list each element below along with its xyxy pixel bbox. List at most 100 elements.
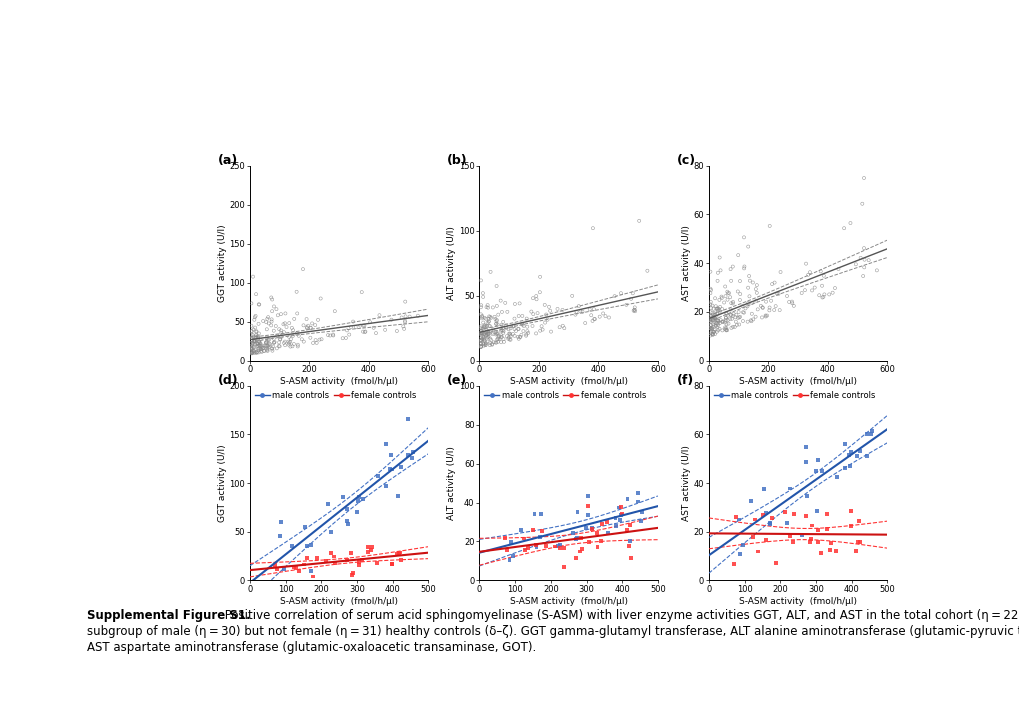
Point <box>504 328 521 340</box>
Point <box>381 463 397 474</box>
Point <box>246 342 262 353</box>
Point <box>600 311 616 323</box>
Point <box>528 291 544 302</box>
Point <box>707 320 723 332</box>
Point <box>472 301 488 313</box>
Point <box>480 325 496 337</box>
Point <box>252 337 268 349</box>
Point <box>744 277 760 288</box>
Point <box>711 306 728 317</box>
Point <box>477 313 493 324</box>
Point <box>245 348 261 359</box>
Point <box>829 263 846 275</box>
Point <box>744 314 760 325</box>
Point <box>246 345 262 357</box>
Point <box>383 464 399 475</box>
Point <box>711 301 728 313</box>
Point <box>507 325 524 337</box>
Point <box>299 552 315 564</box>
Point <box>717 312 734 324</box>
Point <box>742 495 758 507</box>
Point <box>262 339 278 350</box>
Point <box>725 296 741 308</box>
Point <box>250 331 266 342</box>
Point <box>749 304 765 315</box>
Point <box>255 342 271 353</box>
Point <box>347 322 364 333</box>
Point <box>731 514 747 526</box>
Point <box>494 322 511 334</box>
Point <box>766 301 783 312</box>
Point <box>269 563 285 575</box>
Point <box>282 333 299 345</box>
Point <box>564 290 580 301</box>
Point <box>525 309 541 320</box>
Point <box>495 333 512 345</box>
Point <box>610 502 627 513</box>
Point <box>271 337 287 348</box>
Point <box>809 454 825 466</box>
Point <box>572 546 588 557</box>
Y-axis label: ALT activity (U/l): ALT activity (U/l) <box>446 446 455 520</box>
Point <box>248 331 264 342</box>
Point <box>253 334 269 345</box>
Point <box>474 333 490 345</box>
Point <box>342 322 359 333</box>
Point <box>260 340 276 351</box>
Point <box>488 280 504 292</box>
Point <box>717 318 734 329</box>
Point <box>357 326 373 337</box>
Point <box>592 536 608 547</box>
Point <box>283 540 300 552</box>
Point <box>534 526 550 537</box>
Point <box>476 329 492 340</box>
Point <box>580 510 596 521</box>
Point <box>478 301 494 313</box>
X-axis label: S-ASM activity  (fmol/h/µl): S-ASM activity (fmol/h/µl) <box>510 377 627 386</box>
Point <box>255 340 271 351</box>
Point <box>488 300 504 311</box>
Point <box>285 313 302 324</box>
Point <box>536 299 552 311</box>
Point <box>725 308 741 319</box>
Point <box>393 311 410 323</box>
Point <box>514 318 530 329</box>
Point <box>730 312 746 324</box>
Point <box>747 311 763 322</box>
Point <box>488 328 504 340</box>
Point <box>763 513 780 524</box>
Point <box>586 313 602 324</box>
Point <box>484 327 500 338</box>
Point <box>377 480 393 492</box>
Point <box>704 307 720 319</box>
Point <box>473 299 489 311</box>
Y-axis label: GGT activity (U/l): GGT activity (U/l) <box>217 444 226 522</box>
Point <box>307 319 323 331</box>
Point <box>272 334 288 345</box>
Point <box>248 329 264 341</box>
Point <box>708 322 725 333</box>
Text: (f): (f) <box>677 374 693 387</box>
Point <box>718 294 735 306</box>
Point <box>536 317 552 328</box>
Point <box>708 275 725 287</box>
Point <box>477 319 493 331</box>
Point <box>779 291 795 302</box>
Point <box>771 266 788 278</box>
Point <box>502 330 519 342</box>
Point <box>338 324 355 336</box>
Point <box>706 328 722 340</box>
Point <box>343 569 360 580</box>
Point <box>534 324 550 335</box>
Point <box>541 305 557 317</box>
Point <box>500 328 517 340</box>
Point <box>742 314 758 326</box>
Point <box>395 323 412 335</box>
Point <box>716 323 733 335</box>
Point <box>491 333 507 345</box>
Point <box>842 446 858 458</box>
Point <box>397 311 414 322</box>
Point <box>546 541 562 552</box>
Point <box>721 291 738 303</box>
Point <box>718 286 735 298</box>
